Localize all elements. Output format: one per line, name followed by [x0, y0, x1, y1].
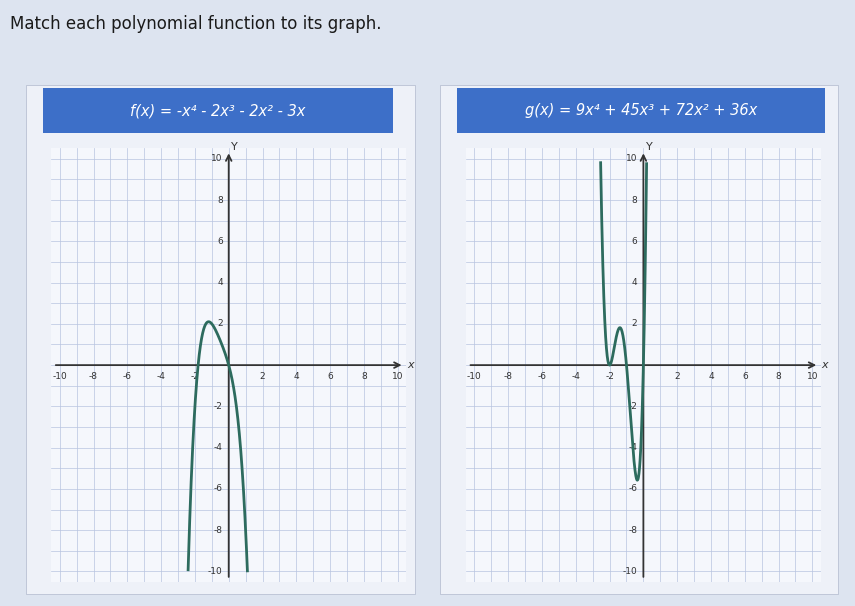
Text: Match each polynomial function to its graph.: Match each polynomial function to its gr… [10, 15, 382, 33]
Text: 10: 10 [806, 372, 818, 381]
Text: -4: -4 [156, 372, 166, 381]
Text: 8: 8 [361, 372, 367, 381]
Text: 10: 10 [392, 372, 404, 381]
Text: -8: -8 [504, 372, 513, 381]
Text: -10: -10 [208, 567, 223, 576]
Text: -4: -4 [571, 372, 581, 381]
Text: 4: 4 [293, 372, 299, 381]
Text: x: x [822, 360, 828, 370]
Text: 2: 2 [217, 319, 223, 328]
Text: 2: 2 [632, 319, 638, 328]
Text: 6: 6 [632, 237, 638, 246]
Text: -6: -6 [538, 372, 546, 381]
Text: 6: 6 [742, 372, 747, 381]
Text: 6: 6 [217, 237, 223, 246]
Text: -2: -2 [214, 402, 223, 411]
Text: 6: 6 [327, 372, 333, 381]
Text: g(x) = 9x⁴ + 45x³ + 72x² + 36x: g(x) = 9x⁴ + 45x³ + 72x² + 36x [525, 103, 758, 118]
Text: 2: 2 [260, 372, 265, 381]
Text: -10: -10 [622, 567, 638, 576]
Text: Y: Y [231, 142, 238, 152]
Text: 8: 8 [775, 372, 781, 381]
Text: -2: -2 [628, 402, 638, 411]
Text: x: x [407, 360, 414, 370]
Text: 4: 4 [217, 278, 223, 287]
Text: 8: 8 [632, 196, 638, 205]
Text: -8: -8 [89, 372, 98, 381]
Text: -4: -4 [214, 443, 223, 452]
Text: -2: -2 [605, 372, 614, 381]
Text: f(x) = -x⁴ - 2x³ - 2x² - 3x: f(x) = -x⁴ - 2x³ - 2x² - 3x [130, 103, 306, 118]
Text: -10: -10 [52, 372, 68, 381]
Text: -6: -6 [628, 484, 638, 493]
Text: Y: Y [646, 142, 652, 152]
Text: 4: 4 [708, 372, 714, 381]
Text: -10: -10 [467, 372, 482, 381]
Text: -2: -2 [191, 372, 199, 381]
Text: 2: 2 [675, 372, 680, 381]
Text: 8: 8 [217, 196, 223, 205]
Text: 10: 10 [626, 155, 638, 163]
Text: -6: -6 [123, 372, 132, 381]
Text: 10: 10 [211, 155, 223, 163]
Text: -4: -4 [628, 443, 638, 452]
Text: -8: -8 [628, 525, 638, 534]
Text: -6: -6 [214, 484, 223, 493]
Text: -8: -8 [214, 525, 223, 534]
Text: 4: 4 [632, 278, 638, 287]
